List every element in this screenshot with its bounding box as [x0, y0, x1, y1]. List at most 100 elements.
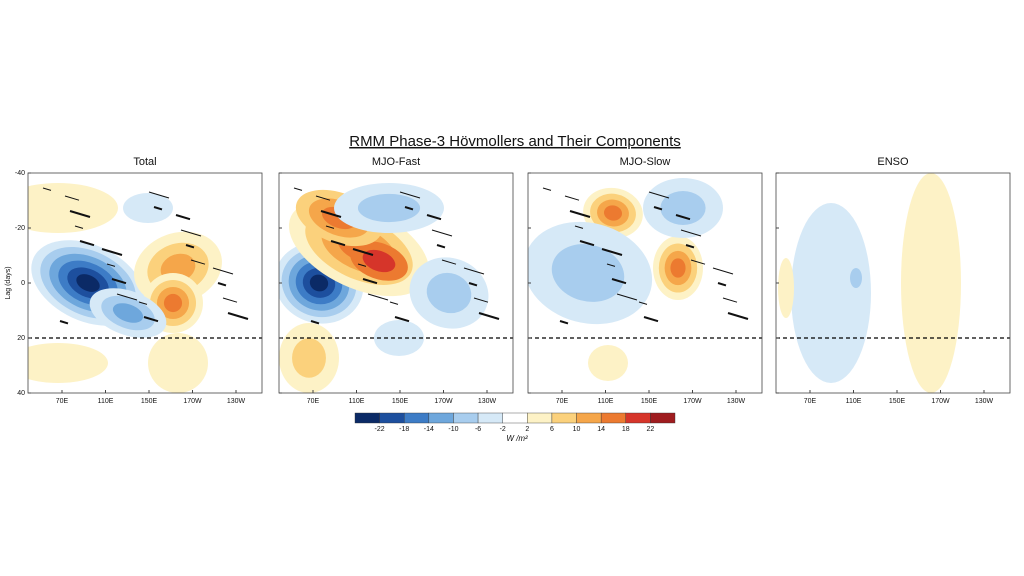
- panel: [775, 172, 1011, 394]
- colorbar-label: 18: [622, 426, 630, 433]
- wind-arrow: [638, 301, 648, 305]
- wind-arrow: [148, 191, 170, 199]
- wind-arrow: [217, 282, 227, 287]
- y-tick-label: -40: [15, 170, 25, 177]
- colorbar-label: -14: [424, 426, 434, 433]
- wind-arrow: [399, 191, 421, 199]
- colorbar-swatch: [453, 412, 479, 424]
- x-tick-label: 70E: [556, 398, 569, 405]
- contour: [163, 293, 183, 313]
- wind-arrow: [42, 187, 52, 191]
- wind-arrow: [559, 320, 569, 325]
- colorbar-label: 2: [525, 426, 529, 433]
- colorbar-swatch: [551, 412, 577, 424]
- colorbar-swatch: [428, 412, 454, 424]
- wind-arrow: [611, 278, 627, 285]
- contour: [670, 258, 686, 278]
- colorbar-label: 6: [550, 426, 554, 433]
- wind-arrow: [190, 259, 206, 265]
- wind-arrow: [712, 267, 734, 275]
- wind-arrow: [675, 214, 691, 221]
- colorbar-swatch: [477, 412, 503, 424]
- x-tick-label: 130W: [727, 398, 746, 405]
- x-tick-label: 130W: [478, 398, 497, 405]
- wind-arrow: [101, 248, 123, 256]
- y-axis-label: Lag (days): [5, 266, 12, 299]
- x-tick-label: 150E: [889, 398, 906, 405]
- x-tick-label: 110E: [598, 398, 614, 405]
- wind-arrow: [330, 240, 346, 247]
- field: [28, 183, 249, 393]
- wind-arrow: [431, 229, 453, 237]
- wind-arrow: [569, 210, 591, 218]
- contour: [123, 193, 173, 223]
- wind-arrow: [564, 195, 580, 201]
- colorbar-label: -18: [399, 426, 409, 433]
- colorbar-label: -2: [500, 426, 506, 433]
- x-tick-label: 170W: [683, 398, 702, 405]
- wind-arrow: [59, 320, 69, 325]
- contour: [28, 343, 108, 383]
- colorbar-swatch: [650, 412, 676, 424]
- wind-arrow: [436, 244, 446, 249]
- wind-arrow: [441, 259, 457, 265]
- contour: [362, 249, 396, 273]
- wind-arrow: [394, 316, 410, 323]
- y-tick-label: 40: [17, 390, 25, 397]
- colorbar-swatch: [354, 412, 380, 424]
- contour: [660, 191, 706, 225]
- contour: [850, 268, 862, 288]
- colorbar-swatch: [379, 412, 405, 424]
- wind-arrow: [138, 301, 148, 305]
- wind-arrow: [579, 240, 595, 247]
- x-tick-label: 170W: [931, 398, 950, 405]
- wind-arrow: [685, 244, 695, 249]
- wind-arrow: [180, 229, 202, 237]
- wind-arrow: [389, 301, 399, 305]
- colorbar-swatch: [576, 412, 602, 424]
- wind-arrow: [690, 259, 706, 265]
- x-tick-label: 150E: [141, 398, 158, 405]
- wind-arrow: [79, 240, 95, 247]
- contour: [551, 244, 625, 302]
- field: [279, 183, 500, 393]
- field: [778, 173, 961, 393]
- colorbar-label: 10: [573, 426, 581, 433]
- contour: [76, 274, 100, 292]
- x-tick-label: 110E: [846, 398, 862, 405]
- field: [528, 178, 749, 381]
- wind-arrow: [325, 225, 335, 229]
- contour: [791, 203, 871, 383]
- wind-arrow: [680, 229, 702, 237]
- wind-arrow: [175, 214, 191, 221]
- contour: [588, 345, 628, 381]
- x-tick-label: 110E: [349, 398, 365, 405]
- wind-arrow: [616, 293, 638, 301]
- wind-arrow: [116, 293, 138, 301]
- wind-arrow: [111, 278, 127, 285]
- wind-arrow: [473, 297, 489, 303]
- panel-title: Total: [133, 156, 156, 168]
- contour: [148, 333, 208, 393]
- wind-arrow: [143, 316, 159, 323]
- contour: [28, 183, 118, 233]
- wind-arrow: [463, 267, 485, 275]
- colorbar-swatch: [600, 412, 626, 424]
- wind-arrow: [153, 206, 163, 211]
- wind-arrow: [468, 282, 478, 287]
- contour: [426, 272, 472, 314]
- wind-arrow: [212, 267, 234, 275]
- y-tick-label: 20: [17, 335, 25, 342]
- x-tick-label: 170W: [183, 398, 202, 405]
- wind-arrow: [64, 195, 80, 201]
- wind-arrow: [106, 263, 116, 267]
- contour: [901, 173, 961, 393]
- wind-arrow: [478, 312, 500, 320]
- wind-arrow: [357, 263, 367, 267]
- contour: [309, 274, 329, 292]
- colorbar-unit: W /m²: [506, 434, 528, 443]
- wind-arrow: [293, 187, 303, 191]
- contour: [292, 338, 326, 378]
- panel-title: MJO-Fast: [372, 156, 420, 168]
- panel-title: ENSO: [877, 156, 909, 168]
